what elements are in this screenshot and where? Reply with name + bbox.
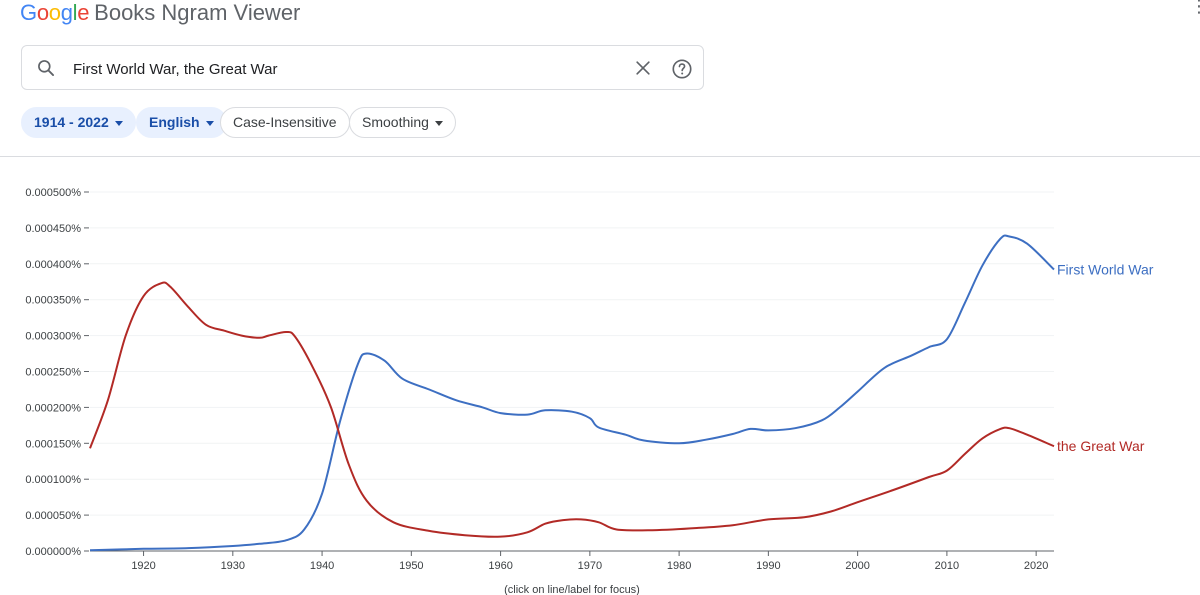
google-logo-letter: e (77, 0, 90, 25)
chart-footnote: (click on line/label for focus) (504, 584, 640, 595)
x-tick-label: 1970 (578, 560, 602, 572)
chart-gridlines (90, 191, 1054, 516)
corpus-dropdown[interactable]: English (136, 107, 227, 138)
y-tick-label: 0.000300% (25, 331, 81, 343)
smoothing-dropdown[interactable]: Smoothing (349, 107, 456, 138)
chart-axes: 0.000000% 0.000050% 0.000100% 0.000150% 0.00… (25, 187, 1054, 572)
y-tick-label: 0.000100% (25, 474, 81, 486)
search-input[interactable] (71, 54, 615, 84)
google-logo: Google (20, 0, 89, 25)
x-tick-label: 1950 (399, 560, 423, 572)
y-tick-label: 0.000200% (25, 402, 81, 414)
y-tick-label: 0.000000% (25, 546, 81, 558)
product-name: Books Ngram Viewer (94, 0, 301, 25)
x-tick-label: 2000 (845, 560, 869, 572)
year-range-dropdown[interactable]: 1914 - 2022 (21, 107, 136, 138)
x-tick-label: 1940 (310, 560, 334, 572)
smoothing-label: Smoothing (362, 114, 429, 130)
y-tick-label: 0.000250% (25, 367, 81, 379)
x-tick-label: 2020 (1024, 560, 1048, 572)
case-insensitive-label: Case-Insensitive (233, 114, 337, 130)
series-line-the-great-war[interactable] (89, 281, 1055, 538)
caret-down-icon (434, 120, 443, 126)
google-logo-letter: o (36, 0, 49, 25)
series-label-first-world-war[interactable]: First World War (1057, 262, 1154, 278)
search-icon[interactable] (36, 58, 56, 78)
x-tick-label: 1920 (131, 560, 155, 572)
x-tick-label: 1990 (756, 560, 780, 572)
google-books-ngram-logo[interactable]: Google Books Ngram Viewer (20, 0, 300, 28)
y-tick-label: 0.000400% (25, 259, 81, 271)
year-range-label: 1914 - 2022 (34, 114, 109, 130)
caret-down-icon (205, 120, 214, 126)
y-tick-label: 0.000050% (25, 510, 81, 522)
google-logo-letter: o (48, 0, 61, 25)
ngram-line-chart[interactable]: 0.000000% 0.000050% 0.000100% 0.000150% 0.00… (0, 160, 1200, 595)
y-tick-label: 0.000500% (25, 187, 81, 199)
y-tick-label: 0.000150% (25, 438, 81, 450)
y-tick-label: 0.000450% (25, 223, 81, 235)
caret-down-icon (114, 120, 123, 126)
x-tick-label: 1980 (667, 560, 691, 572)
close-icon[interactable] (633, 58, 653, 78)
google-logo-letter: g (60, 0, 73, 25)
case-insensitive-toggle[interactable]: Case-Insensitive (220, 107, 350, 138)
corpus-label: English (149, 114, 200, 130)
search-box[interactable] (21, 45, 704, 90)
series-label-the-great-war[interactable]: the Great War (1057, 438, 1145, 454)
x-tick-label: 1960 (488, 560, 512, 572)
divider (0, 156, 1200, 157)
series-line-first-world-war[interactable] (89, 234, 1055, 552)
help-icon[interactable] (671, 58, 693, 80)
google-logo-letter: l (72, 0, 78, 25)
chart-series[interactable]: First World War the Great War (89, 234, 1154, 552)
y-tick-label: 0.000350% (25, 295, 81, 307)
google-logo-letter: G (20, 0, 37, 25)
x-tick-label: 2010 (935, 560, 959, 572)
x-tick-label: 1930 (221, 560, 245, 572)
more-options-icon[interactable]: ⋮ (1190, 0, 1200, 16)
